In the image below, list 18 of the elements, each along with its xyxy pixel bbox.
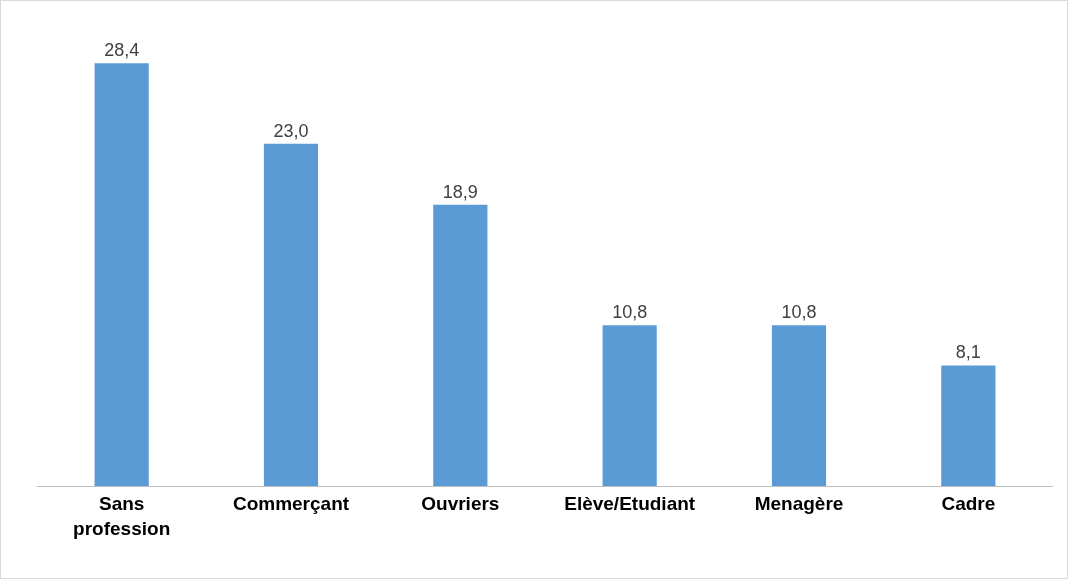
data-label: 10,8	[781, 302, 817, 323]
bar	[771, 325, 827, 486]
data-label: 23,0	[273, 120, 309, 141]
x-tick-label: Commerçant	[232, 492, 350, 514]
data-label: 10,8	[612, 302, 648, 323]
data-label: 8,1	[955, 342, 981, 363]
bar	[263, 143, 319, 486]
data-label: 28,4	[104, 40, 140, 61]
x-tick-label: Ouvriers	[421, 492, 500, 514]
x-tick-label: Elève/Etudiant	[564, 492, 696, 514]
bar	[94, 63, 149, 486]
bar	[602, 325, 657, 486]
bar	[433, 204, 488, 486]
x-tick-label: Menagère	[754, 492, 844, 514]
x-tick-label: Cadre	[941, 492, 996, 514]
data-label: 18,9	[442, 181, 478, 202]
x-tick-label: Sans profession	[73, 492, 171, 539]
bar	[941, 365, 996, 486]
